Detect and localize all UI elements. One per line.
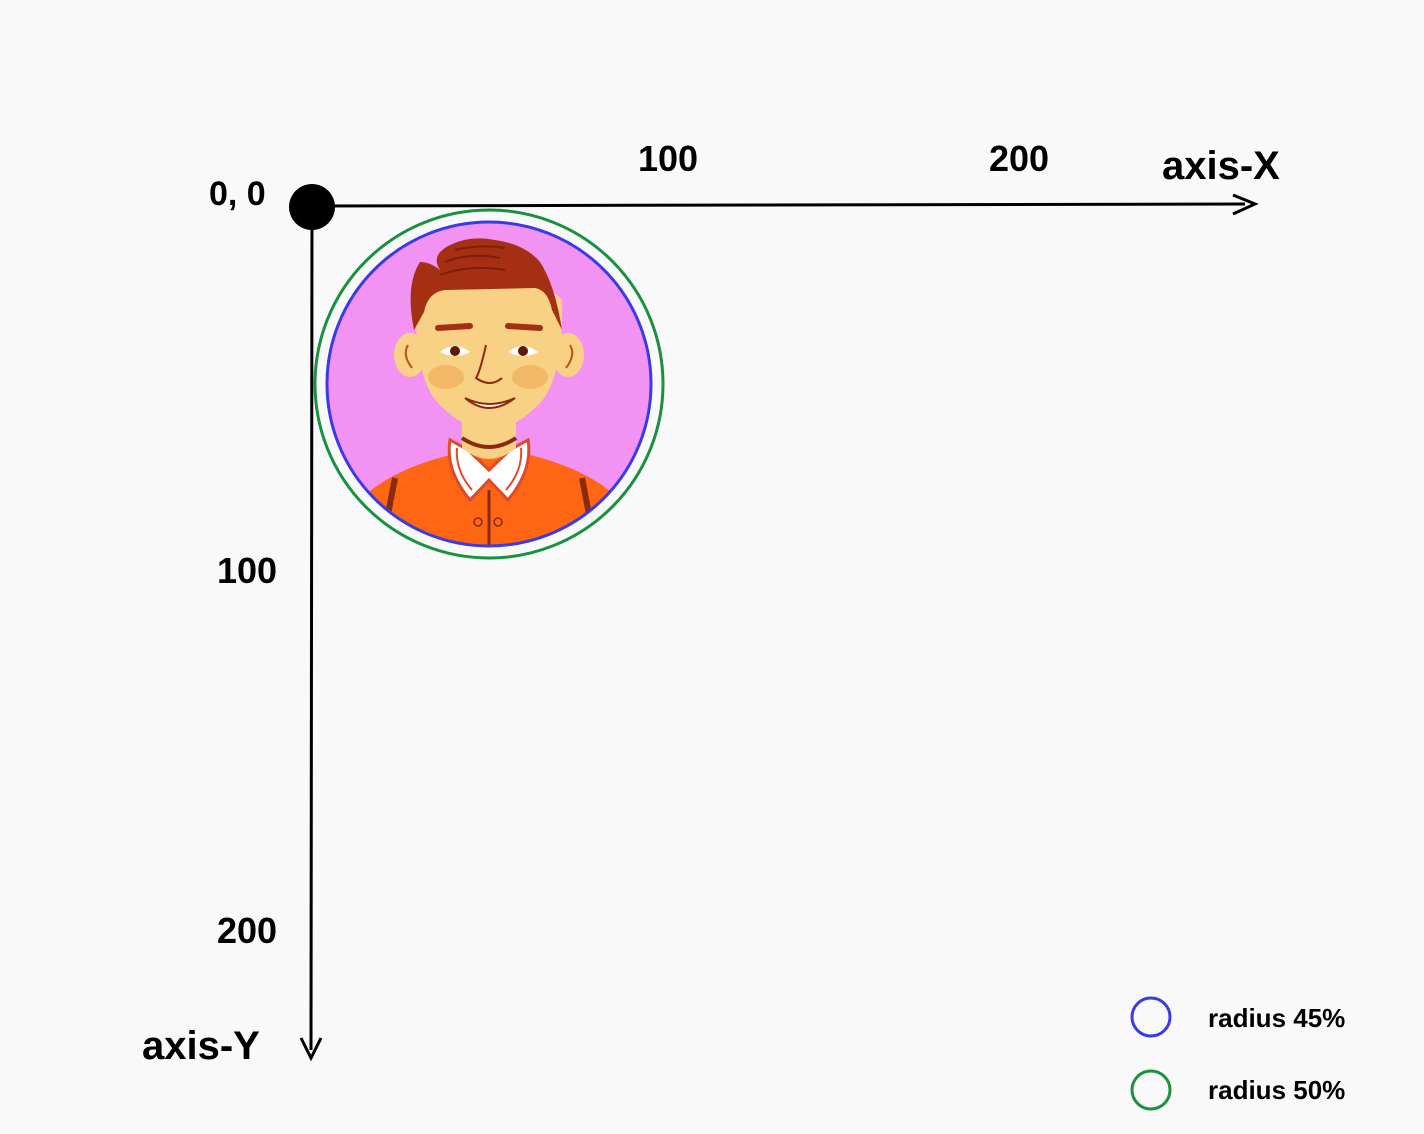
x-axis-label: axis-X bbox=[1162, 144, 1280, 188]
x-axis-arrow bbox=[311, 193, 1259, 216]
circle-radius-45 bbox=[325, 220, 653, 548]
legend-marker-blue-circle bbox=[1130, 996, 1172, 1038]
x-tick-100: 100 bbox=[638, 138, 699, 179]
y-axis-arrow bbox=[299, 206, 323, 1062]
legend-label-radius-50: radius 50% bbox=[1208, 1075, 1346, 1105]
x-tick-200: 200 bbox=[989, 138, 1050, 179]
avatar-face bbox=[415, 275, 563, 430]
legend-marker-green-circle bbox=[1130, 1069, 1172, 1111]
legend-label-radius-45: radius 45% bbox=[1208, 1003, 1346, 1033]
y-axis-label: axis-Y bbox=[142, 1024, 260, 1068]
y-tick-200: 200 bbox=[217, 910, 278, 951]
origin-label: 0, 0 bbox=[209, 175, 266, 213]
avatar-image bbox=[313, 208, 665, 560]
circle-radius-50 bbox=[313, 208, 665, 560]
origin-dot bbox=[289, 184, 335, 230]
y-tick-100: 100 bbox=[217, 550, 278, 591]
